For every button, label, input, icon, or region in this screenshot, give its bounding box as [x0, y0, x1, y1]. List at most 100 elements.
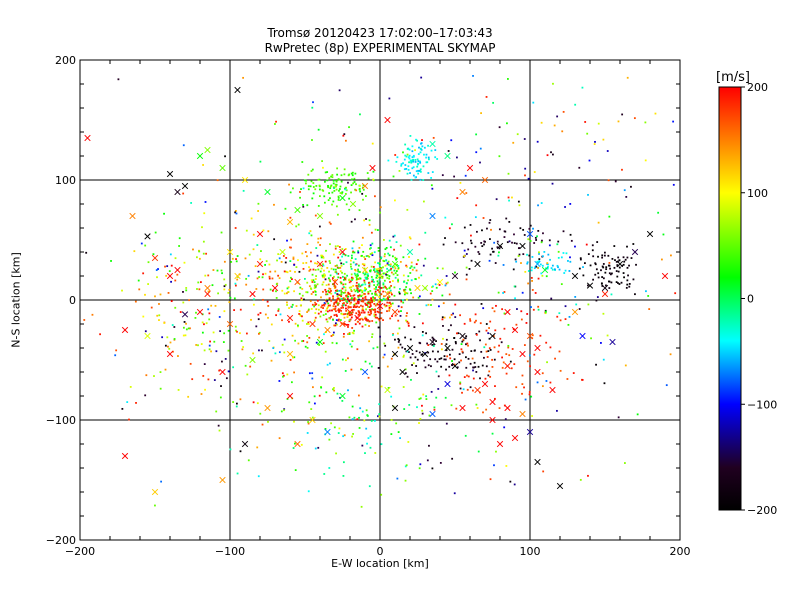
- data-point-x: [339, 320, 346, 328]
- data-point-dot: [222, 341, 225, 343]
- data-point-dot: [513, 363, 516, 366]
- data-point-dot: [360, 505, 363, 508]
- data-point-dot: [405, 282, 408, 285]
- data-point-dot: [126, 401, 129, 403]
- data-point-dot: [352, 261, 355, 264]
- data-point-dot: [510, 367, 513, 370]
- data-point-x: [339, 392, 346, 400]
- data-point-dot: [377, 267, 380, 270]
- data-point-dot: [307, 173, 310, 176]
- data-point-dot: [216, 179, 219, 182]
- data-point-x: [601, 290, 609, 298]
- data-point-dot: [479, 339, 481, 342]
- data-point-dot: [407, 275, 410, 278]
- data-point-dot: [357, 394, 360, 397]
- data-point-dot: [519, 227, 522, 230]
- data-point-dot: [419, 418, 422, 420]
- data-point-dot: [471, 357, 474, 360]
- data-point-dot: [302, 262, 305, 265]
- data-point-dot: [325, 318, 328, 321]
- data-point-dot: [366, 319, 369, 322]
- data-point-dot: [354, 172, 357, 175]
- data-point-dot: [307, 422, 310, 425]
- data-point-dot: [384, 272, 387, 275]
- data-point-dot: [288, 320, 290, 323]
- data-point-x: [234, 272, 241, 280]
- data-point-dot: [335, 188, 338, 191]
- data-point-dot: [402, 301, 405, 304]
- data-point-dot: [13, 246, 15, 248]
- data-point-dot: [348, 173, 351, 176]
- data-point-dot: [595, 268, 598, 271]
- data-point-dot: [329, 280, 332, 283]
- data-point-dot: [364, 452, 366, 455]
- data-point-dot: [657, 211, 660, 214]
- data-point-dot: [170, 300, 173, 303]
- data-point-dot: [91, 313, 94, 316]
- data-point-dot: [351, 418, 354, 421]
- data-point-dot: [484, 377, 487, 380]
- data-point-dot: [498, 228, 501, 231]
- data-point-dot: [496, 246, 499, 249]
- data-point-dot: [144, 244, 147, 247]
- data-point-dot: [397, 278, 399, 281]
- data-point-dot: [355, 306, 357, 309]
- data-point-dot: [441, 348, 443, 351]
- data-point-x: [309, 416, 316, 424]
- data-point-dot: [702, 340, 704, 342]
- data-point-dot: [229, 448, 232, 451]
- data-point-dot: [382, 319, 384, 322]
- data-point-dot: [403, 293, 406, 296]
- data-point-dot: [404, 372, 407, 375]
- data-point-dot: [437, 350, 439, 353]
- data-point-dot: [385, 286, 387, 289]
- data-point-dot: [575, 303, 578, 306]
- data-points: [13, 75, 704, 508]
- data-point-dot: [208, 312, 211, 315]
- data-point-dot: [376, 229, 379, 231]
- data-point-dot: [469, 319, 472, 322]
- data-point-x: [324, 428, 331, 436]
- data-point-dot: [636, 413, 639, 416]
- data-point-dot: [377, 249, 380, 252]
- data-point-dot: [495, 198, 498, 201]
- data-point-dot: [368, 309, 371, 311]
- data-point-dot: [518, 247, 521, 250]
- data-point-dot: [602, 138, 605, 141]
- data-point-dot: [512, 141, 515, 144]
- data-point-dot: [347, 357, 349, 360]
- data-point-dot: [293, 420, 295, 423]
- data-point-dot: [334, 247, 337, 250]
- data-point-dot: [323, 201, 326, 204]
- data-point-dot: [341, 299, 344, 302]
- data-point-dot: [332, 179, 335, 182]
- data-point-dot: [526, 261, 529, 264]
- data-point-dot: [534, 292, 537, 294]
- data-point-dot: [430, 286, 433, 289]
- data-point-dot: [318, 344, 321, 346]
- data-point-dot: [488, 370, 491, 373]
- data-point-dot: [344, 248, 347, 250]
- data-point-dot: [543, 251, 546, 253]
- data-point-dot: [229, 296, 232, 299]
- data-point-dot: [397, 305, 400, 308]
- data-point-dot: [282, 255, 285, 257]
- data-point-dot: [445, 349, 448, 352]
- data-point-dot: [224, 358, 227, 360]
- data-point-dot: [167, 292, 170, 294]
- data-point-dot: [503, 230, 506, 233]
- data-point-dot: [304, 182, 307, 185]
- data-point-dot: [404, 348, 406, 350]
- x-tick-label: 100: [520, 545, 541, 558]
- data-point-dot: [383, 255, 386, 258]
- data-point-dot: [473, 321, 476, 324]
- data-point-dot: [451, 348, 454, 351]
- data-point-dot: [489, 238, 491, 240]
- data-point-x: [249, 290, 256, 298]
- data-point-dot: [266, 300, 269, 303]
- data-point-dot: [355, 189, 358, 192]
- data-point-dot: [453, 492, 456, 495]
- data-point-dot: [324, 278, 327, 281]
- data-point-dot: [405, 319, 407, 322]
- data-point-dot: [154, 231, 157, 234]
